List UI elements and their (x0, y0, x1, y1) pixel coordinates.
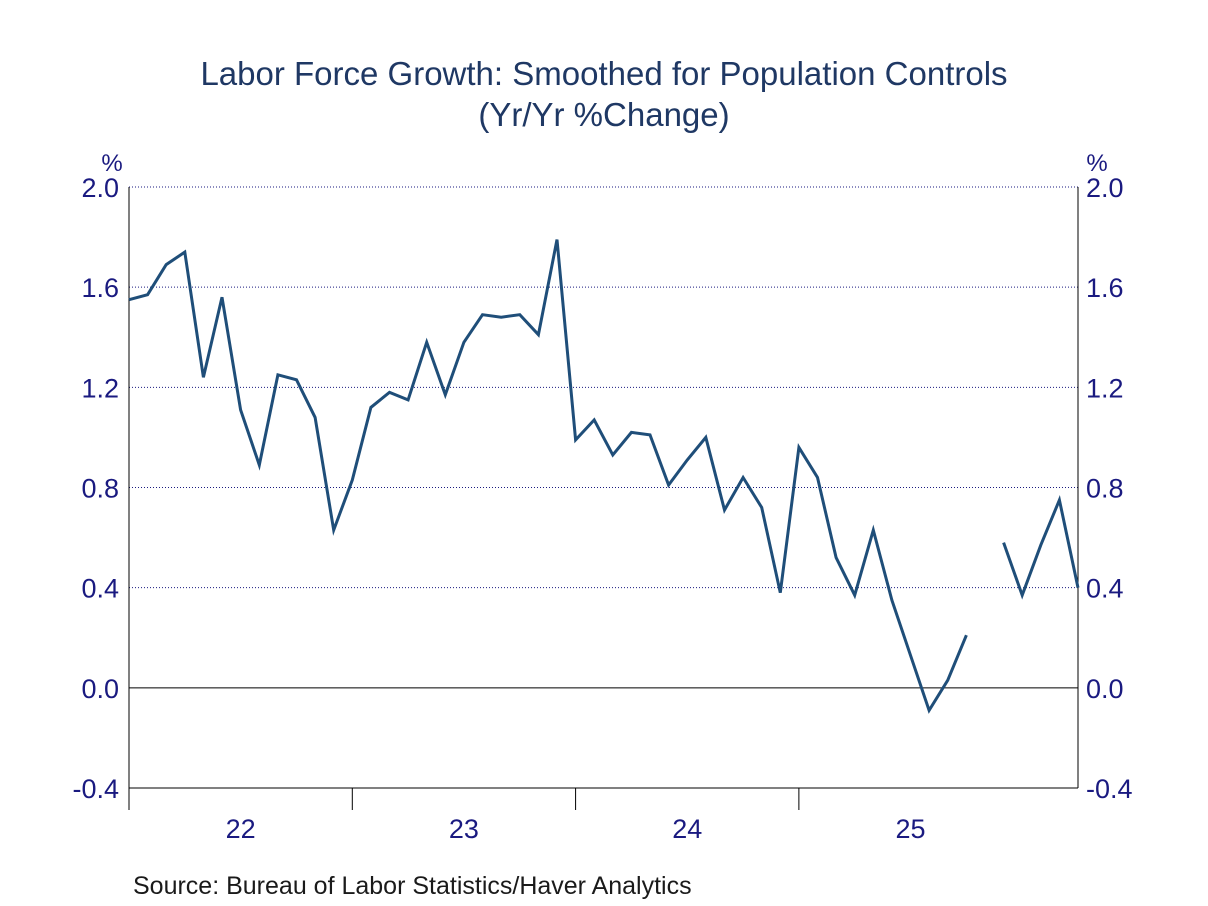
y-tick-label-right: 0.8 (1086, 474, 1124, 504)
x-tick-label: 24 (672, 814, 702, 844)
y-tick-label-right: 1.2 (1086, 373, 1124, 403)
x-tick-label: 22 (226, 814, 256, 844)
axes (128, 187, 1079, 810)
y-tick-label-right: 0.4 (1086, 574, 1124, 604)
y-tick-label-left: 0.4 (81, 574, 119, 604)
y-tick-label-right: 0.0 (1086, 674, 1124, 704)
y-tick-label-left: 0.0 (81, 674, 119, 704)
chart-subtitle: (Yr/Yr %Change) (478, 96, 729, 133)
x-tick-labels: 22 23 24 25 (226, 814, 926, 844)
y-tick-label-right: 1.6 (1086, 273, 1124, 303)
source-note: Source: Bureau of Labor Statistics/Haver… (133, 872, 692, 900)
series-line (128, 239, 1080, 714)
y-tick-label-left: 1.6 (81, 273, 119, 303)
y-tick-label-left: 1.2 (81, 373, 119, 403)
x-tick-label: 23 (449, 814, 479, 844)
y-tick-label-left: -0.4 (72, 774, 119, 804)
y-tick-label-left: 0.8 (81, 474, 119, 504)
y-tick-label-right: 2.0 (1086, 173, 1124, 203)
grid-lines (129, 186, 1078, 589)
y-unit-left: % (101, 150, 122, 177)
y-tick-labels: 2.0 2.0 1.6 1.6 1.2 1.2 0.8 0.8 0.4 0.4 0.0 0.0 -0.4… (72, 173, 1132, 804)
series-line-segment (1002, 494, 1080, 600)
x-tick-label: 25 (896, 814, 926, 844)
y-tick-label-left: 2.0 (81, 173, 119, 203)
chart-title: Labor Force Growth: Smoothed for Populat… (200, 55, 1007, 92)
series-line-segment (128, 239, 968, 714)
y-tick-label-right: -0.4 (1086, 774, 1133, 804)
y-unit-right: % (1086, 150, 1107, 177)
